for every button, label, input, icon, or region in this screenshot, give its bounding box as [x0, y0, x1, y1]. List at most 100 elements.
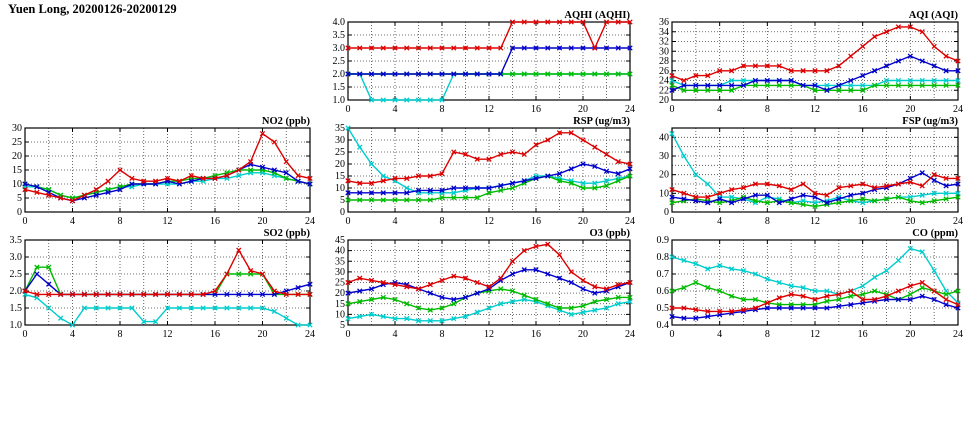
- svg-text:O3 (ppb): O3 (ppb): [589, 228, 630, 239]
- svg-text:5: 5: [340, 320, 345, 331]
- svg-text:12: 12: [163, 216, 173, 227]
- svg-text:12: 12: [163, 329, 173, 340]
- page-title: Yuen Long, 20200126-20200129: [8, 2, 177, 16]
- svg-text:10: 10: [659, 188, 669, 199]
- series-markers-red: [345, 19, 633, 51]
- svg-text:24: 24: [625, 329, 635, 340]
- svg-text:5: 5: [340, 195, 345, 206]
- svg-text:20: 20: [905, 216, 915, 227]
- svg-text:24: 24: [953, 104, 963, 115]
- svg-text:24: 24: [953, 216, 963, 227]
- chart-no2: 0 5 10 15 20 25 30 0 4 8 12 16 20 24 NO2 (ppb): [0, 108, 324, 228]
- svg-text:24: 24: [305, 329, 315, 340]
- svg-text:0.8: 0.8: [657, 252, 670, 263]
- svg-text:24: 24: [305, 216, 315, 227]
- svg-text:SO2 (ppb): SO2 (ppb): [264, 228, 311, 239]
- svg-text:20: 20: [659, 170, 669, 181]
- series-markers-cyan: [669, 245, 961, 306]
- svg-text:20: 20: [905, 329, 915, 340]
- svg-text:15: 15: [335, 171, 345, 182]
- svg-text:20: 20: [12, 151, 22, 162]
- svg-text:25: 25: [12, 137, 22, 148]
- svg-text:0: 0: [346, 329, 351, 340]
- svg-text:30: 30: [12, 123, 22, 134]
- svg-text:0: 0: [340, 207, 345, 218]
- series-markers-red: [669, 24, 961, 84]
- svg-text:2.5: 2.5: [333, 56, 346, 67]
- svg-text:22: 22: [659, 85, 669, 96]
- svg-text:8: 8: [118, 216, 123, 227]
- svg-text:2.0: 2.0: [333, 69, 346, 80]
- svg-text:0.4: 0.4: [657, 320, 670, 331]
- series-markers-cyan: [22, 291, 313, 328]
- series-line-blue: [347, 269, 631, 301]
- svg-text:15: 15: [335, 299, 345, 310]
- svg-text:16: 16: [210, 216, 220, 227]
- svg-text:16: 16: [531, 104, 541, 115]
- svg-text:4: 4: [70, 216, 75, 227]
- svg-text:20: 20: [258, 329, 268, 340]
- svg-text:3.5: 3.5: [10, 235, 23, 246]
- series-markers-red: [345, 130, 633, 186]
- svg-text:4: 4: [717, 329, 722, 340]
- svg-text:4: 4: [717, 216, 722, 227]
- svg-text:45: 45: [335, 235, 345, 246]
- svg-text:0: 0: [664, 207, 669, 218]
- svg-text:35: 35: [335, 123, 345, 134]
- svg-text:30: 30: [659, 46, 669, 57]
- svg-text:10: 10: [335, 309, 345, 320]
- svg-text:3.0: 3.0: [333, 43, 346, 54]
- svg-text:8: 8: [440, 216, 445, 227]
- svg-text:12: 12: [484, 104, 494, 115]
- svg-text:0.5: 0.5: [657, 303, 670, 314]
- svg-text:CO (ppm): CO (ppm): [912, 228, 958, 239]
- svg-text:3.5: 3.5: [333, 30, 346, 41]
- svg-text:36: 36: [659, 17, 669, 28]
- chart-rsp: 0 5 10 15 20 25 30 35 0 4 8 12 16 20 24 RSP (ug/m3): [318, 108, 644, 228]
- svg-text:25: 25: [335, 147, 345, 158]
- series-line-blue: [671, 172, 959, 204]
- svg-text:4.0: 4.0: [333, 17, 346, 28]
- svg-text:20: 20: [335, 159, 345, 170]
- svg-text:8: 8: [765, 216, 770, 227]
- svg-text:0: 0: [23, 216, 28, 227]
- svg-text:30: 30: [659, 151, 669, 162]
- svg-text:2.5: 2.5: [10, 269, 23, 280]
- series-markers-blue: [669, 293, 961, 321]
- svg-text:0: 0: [670, 329, 675, 340]
- svg-text:20: 20: [258, 216, 268, 227]
- svg-text:RSP (ug/m3): RSP (ug/m3): [573, 116, 630, 127]
- svg-text:12: 12: [484, 329, 494, 340]
- svg-text:0.9: 0.9: [657, 235, 670, 246]
- svg-text:16: 16: [531, 329, 541, 340]
- series-line-green: [671, 196, 959, 208]
- svg-text:25: 25: [335, 278, 345, 289]
- svg-text:16: 16: [858, 104, 868, 115]
- svg-text:20: 20: [905, 104, 915, 115]
- svg-text:8: 8: [118, 329, 123, 340]
- svg-text:20: 20: [659, 95, 669, 106]
- svg-text:24: 24: [625, 216, 635, 227]
- svg-text:35: 35: [335, 256, 345, 267]
- svg-text:AQHI (AQHI): AQHI (AQHI): [564, 10, 630, 21]
- series-markers-blue: [669, 53, 961, 93]
- svg-text:30: 30: [335, 135, 345, 146]
- svg-text:24: 24: [953, 329, 963, 340]
- svg-text:30: 30: [335, 267, 345, 278]
- svg-text:26: 26: [659, 66, 669, 77]
- svg-text:24: 24: [659, 76, 669, 87]
- svg-text:20: 20: [578, 104, 588, 115]
- chart-so2: 1.0 1.5 2.0 2.5 3.0 3.5 0 4 8 12 16 20 24 SO2 (ppb): [0, 220, 324, 341]
- svg-text:28: 28: [659, 56, 669, 67]
- svg-text:32: 32: [659, 37, 669, 48]
- svg-text:12: 12: [810, 104, 820, 115]
- svg-text:12: 12: [810, 216, 820, 227]
- svg-text:NO2 (ppb): NO2 (ppb): [262, 116, 311, 127]
- svg-text:1.0: 1.0: [10, 320, 23, 331]
- series-markers-blue: [345, 45, 633, 77]
- series-markers-red: [669, 172, 961, 200]
- series-markers-cyan: [345, 125, 633, 196]
- svg-text:4: 4: [393, 329, 398, 340]
- svg-text:AQI (AQI): AQI (AQI): [909, 10, 959, 21]
- svg-text:4: 4: [393, 216, 398, 227]
